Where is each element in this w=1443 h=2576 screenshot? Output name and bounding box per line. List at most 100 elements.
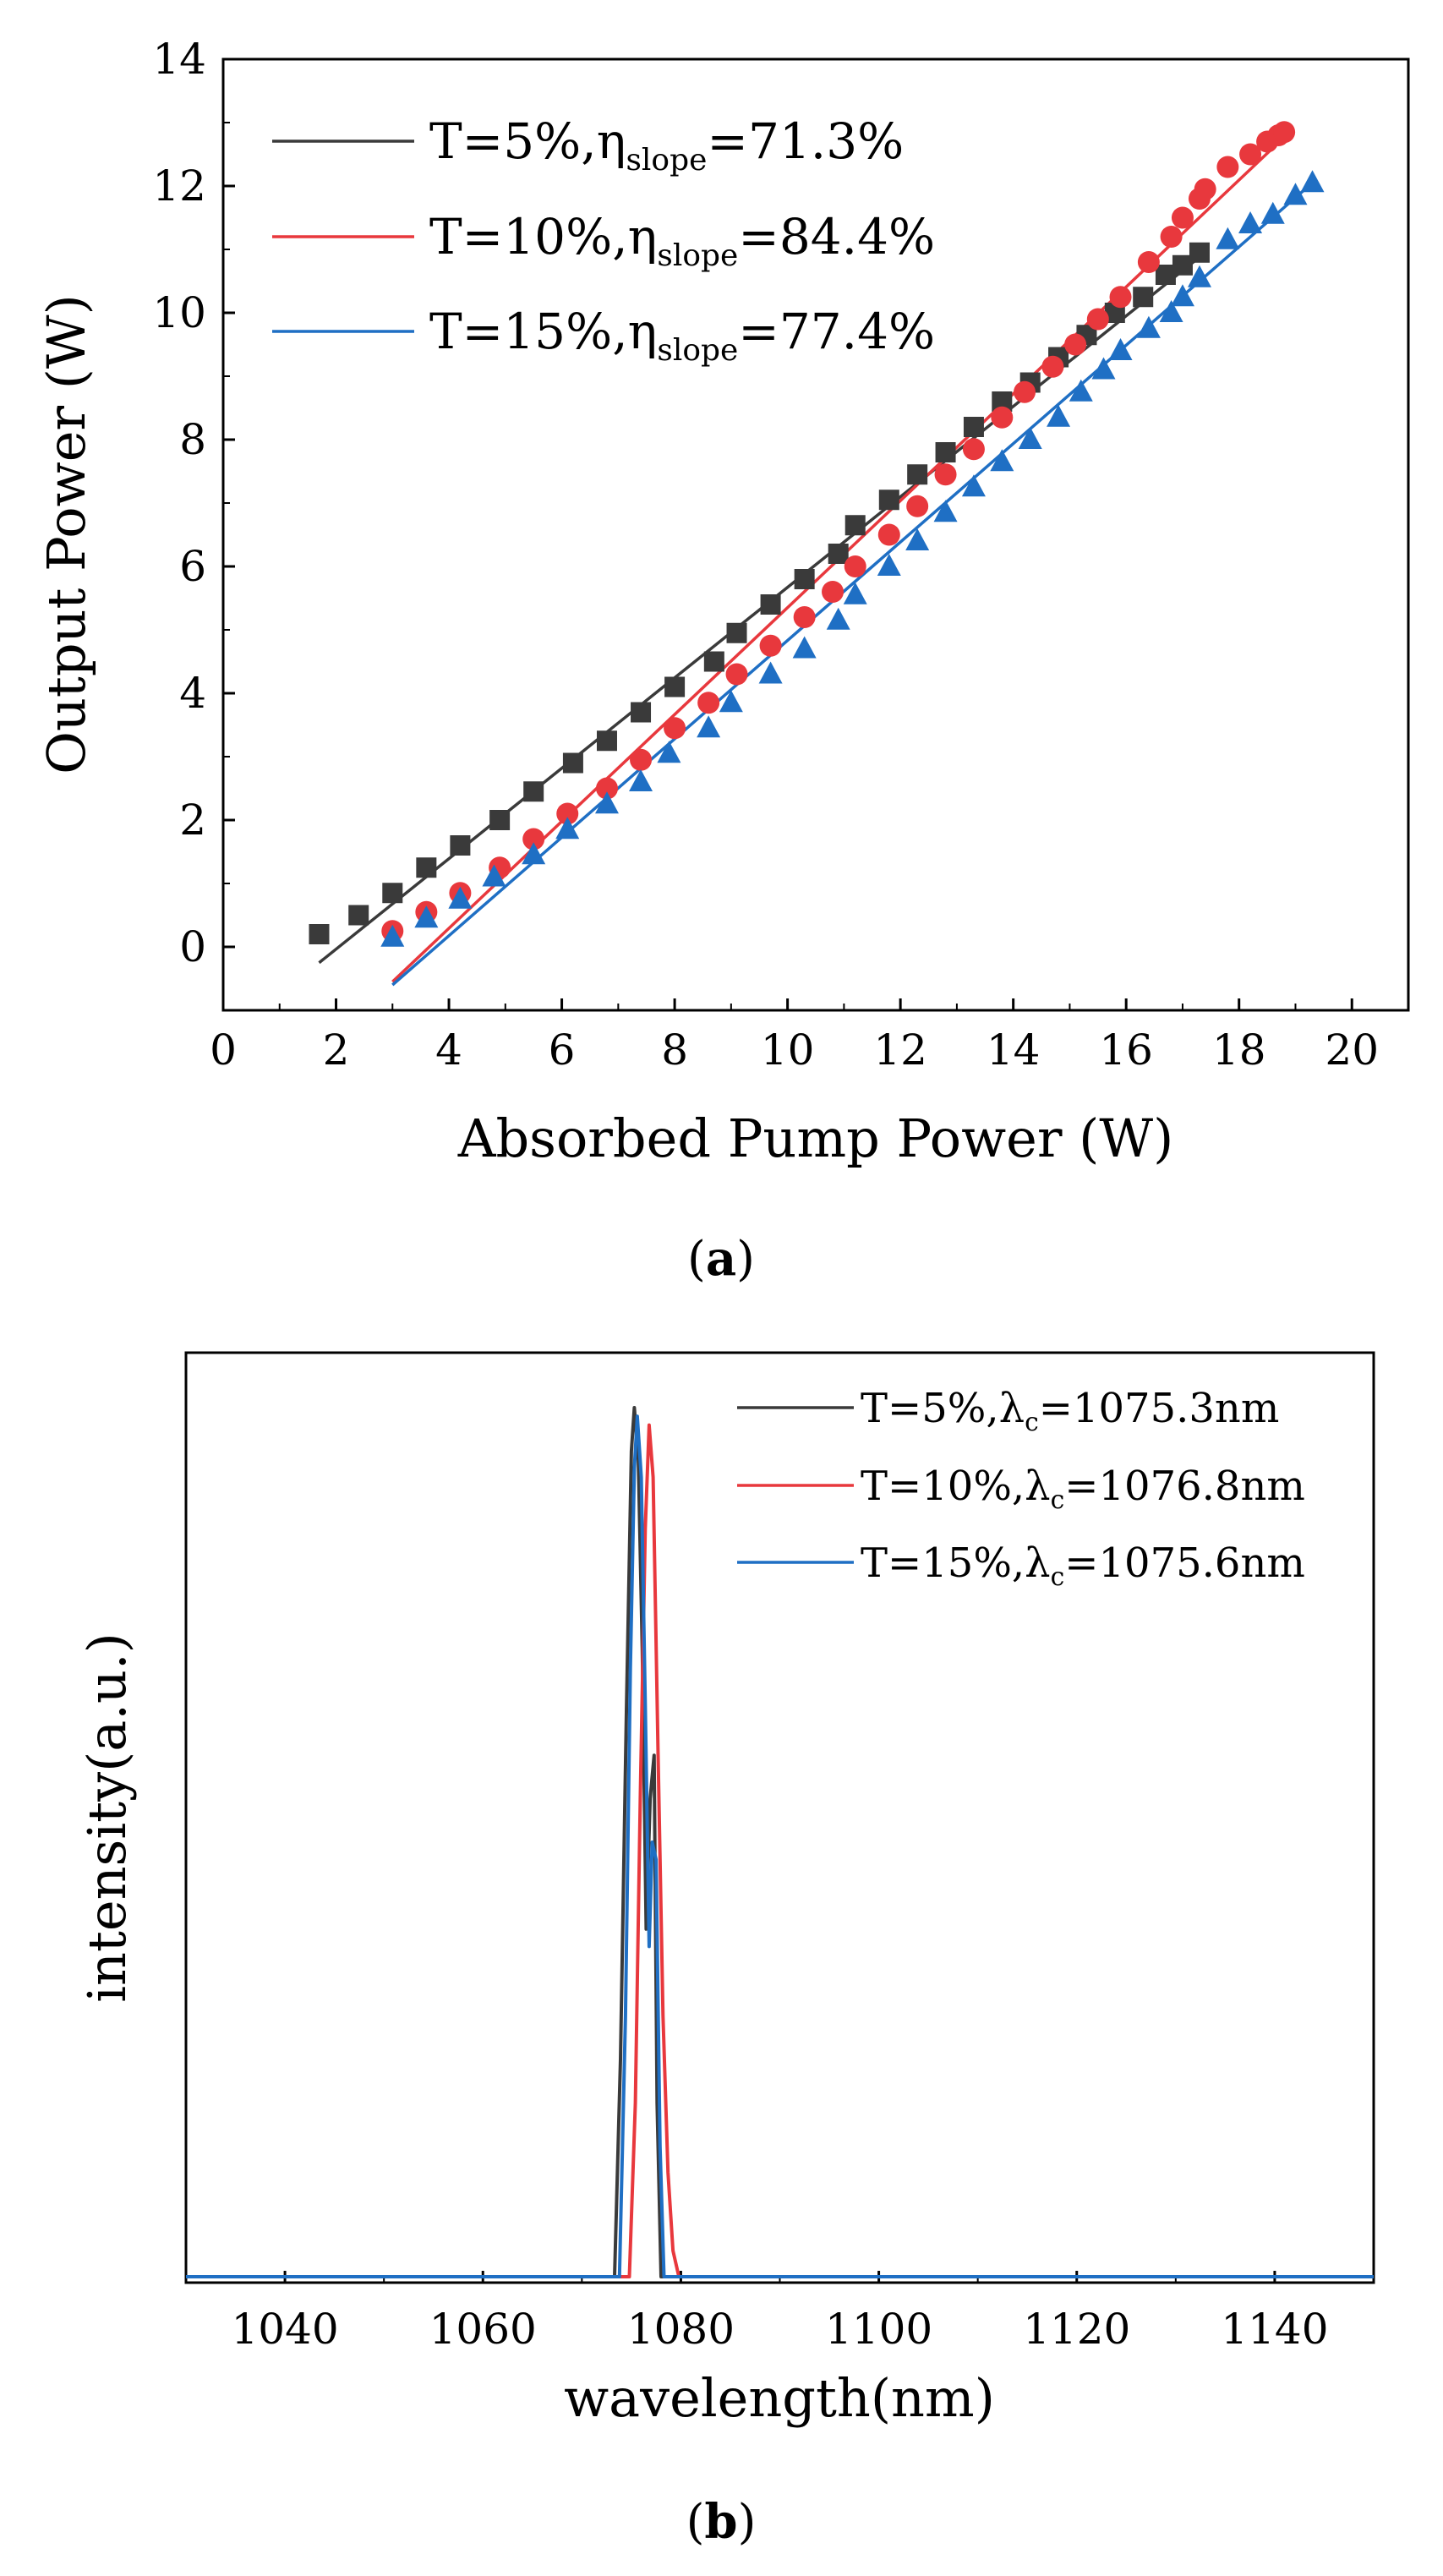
panel-a-legend-entry-2: T=10%,ηslope=84.4% <box>429 208 935 273</box>
panel-a-data-point-triangle <box>1187 265 1211 287</box>
legend-label-subscript: c <box>1025 1408 1039 1437</box>
panel-b-y-axis-label: intensity(a.u.) <box>76 1633 138 2003</box>
legend-label-value: =1076.8nm <box>1064 1463 1305 1510</box>
panel-b-x-tick-label: 1120 <box>1023 2305 1130 2354</box>
panel-a-data-point-square <box>828 544 849 564</box>
panel-b-x-tick-label: 1040 <box>231 2305 338 2354</box>
panel-a-data-point-triangle <box>657 741 681 763</box>
panel-b-caption-letter: b <box>704 2494 737 2550</box>
panel-b-caption: (b) <box>686 2494 757 2550</box>
panel-a-data-point-circle <box>595 777 618 800</box>
panel-a-y-tick-label: 8 <box>179 415 206 464</box>
legend-label-value: =1075.6nm <box>1064 1540 1305 1587</box>
panel-a-x-tick-label: 14 <box>987 1025 1041 1075</box>
panel-a-data-point-circle <box>1014 380 1036 403</box>
panel-b-x-tick-label: 1060 <box>429 2305 537 2354</box>
panel-a-data-point-triangle <box>594 791 619 814</box>
panel-b-legend-entry-3: T=15%,λc=1075.6nm <box>861 1540 1305 1592</box>
panel-a-data-point-triangle <box>1216 227 1240 249</box>
panel-a-data-point-circle <box>1137 251 1160 273</box>
panel-b-legend-entry-2: T=10%,λc=1076.8nm <box>861 1463 1305 1515</box>
panel-a-data-point-triangle <box>1136 315 1161 338</box>
panel-a-x-tick-label: 16 <box>1099 1025 1153 1075</box>
panel-a-data-point-triangle <box>555 817 580 840</box>
panel-a-data-point-triangle <box>1069 379 1093 402</box>
panel-b-x-tick-label: 1100 <box>825 2305 932 2354</box>
panel-a-data-point-square <box>1155 265 1176 285</box>
panel-a-data-point-circle <box>664 717 686 740</box>
panel-b-x-tick-label: 1080 <box>627 2305 735 2354</box>
panel-a-data-point-circle <box>1109 286 1132 309</box>
panel-a-data-point-square <box>416 857 437 878</box>
legend-label-text: T=10%,λ <box>861 1463 1051 1510</box>
panel-a-data-point-square <box>309 924 330 944</box>
panel-a-data-point-square <box>450 835 471 856</box>
panel-a-data-point-square <box>760 594 781 615</box>
panel-a-data-point-circle <box>1086 308 1109 331</box>
panel-a-caption: (a) <box>687 1231 755 1287</box>
panel-a-data-point-triangle <box>448 886 473 909</box>
panel-a-data-point-circle <box>991 406 1014 429</box>
panel-a-x-tick-label: 12 <box>873 1025 927 1075</box>
panel-a-data-point-square <box>562 752 583 774</box>
panel-a-data-point-square <box>726 622 747 643</box>
panel-a-x-tick-label: 10 <box>761 1025 815 1075</box>
legend-label-value: =1075.3nm <box>1039 1385 1280 1432</box>
panel-a-data-point-square <box>963 417 984 437</box>
panel-a-data-point-circle <box>822 581 844 603</box>
panel-a-data-point-circle <box>906 495 929 517</box>
panel-a-caption-letter: a <box>706 1231 736 1287</box>
panel-a-data-point-circle <box>1273 121 1296 144</box>
panel-a-data-point-circle <box>522 828 545 850</box>
panel-a-data-point-triangle <box>905 528 930 550</box>
legend-label-text: T=10%,η <box>429 208 657 265</box>
panel-a-data-point-square <box>935 442 956 462</box>
panel-a-data-point-triangle <box>1159 300 1183 322</box>
panel-a-data-point-circle <box>630 748 653 771</box>
panel-a-x-tick-label: 6 <box>549 1025 576 1075</box>
panel-a-data-point-square <box>794 569 815 589</box>
legend-label-value: =71.3% <box>707 112 904 170</box>
panel-a-data-point-triangle <box>1238 211 1263 233</box>
panel-b-x-tick-label: 1140 <box>1221 2305 1328 2354</box>
panel-a-data-point-square <box>703 651 724 672</box>
panel-a-data-point-circle <box>793 606 816 628</box>
panel-a-x-tick-label: 18 <box>1212 1025 1266 1075</box>
panel-a-x-tick-label: 8 <box>661 1025 688 1075</box>
panel-a-data-point-square <box>382 883 403 904</box>
panel-b-spectrum-line-3 <box>186 1414 1374 2278</box>
panel-a-data-point-square <box>631 702 652 723</box>
panel-a-x-tick-label: 4 <box>435 1025 462 1075</box>
legend-label-text: T=15%,λ <box>861 1540 1051 1587</box>
panel-b-spectrum-line-1 <box>186 1406 1374 2278</box>
panel-a-data-point-triangle <box>697 715 721 738</box>
panel-a-data-point-triangle <box>1260 201 1285 224</box>
panel-a-data-point-triangle <box>933 500 958 522</box>
panel-a-y-tick-label: 0 <box>179 922 206 971</box>
panel-a-y-tick-label: 6 <box>179 542 206 591</box>
panel-a-data-point-circle <box>725 663 748 686</box>
panel-a-data-point-circle <box>1064 333 1087 356</box>
legend-label-subscript: slope <box>657 238 738 273</box>
panel-a-legend-entry-1: T=5%,ηslope=71.3% <box>429 112 904 178</box>
panel-a-plot-frame <box>221 57 1410 1012</box>
panel-a-data-point-circle <box>934 463 957 486</box>
legend-label-subscript: c <box>1051 1562 1065 1592</box>
panel-a-data-point-square <box>1189 242 1210 263</box>
panel-a-data-point-circle <box>1041 355 1064 378</box>
panel-a-data-point-triangle <box>843 582 867 604</box>
panel-a-y-tick-label: 10 <box>152 288 206 337</box>
panel-b-chart: 1040 1060 1080 1100 1120 1140 T=5%,λc=1075.3n… <box>76 1351 1375 2550</box>
panel-a-data-point-circle <box>962 438 985 461</box>
panel-a-data-point-triangle <box>1283 183 1308 205</box>
panel-a-data-point-triangle <box>1018 427 1042 449</box>
panel-a-y-tick-label: 14 <box>152 35 206 84</box>
panel-a-y-axis-label: Output Power (W) <box>36 294 97 774</box>
panel-a-data-point-square <box>348 905 369 926</box>
panel-a-data-point-triangle <box>877 554 901 576</box>
panel-a-data-point-triangle <box>1170 284 1194 307</box>
panel-a-data-point-circle <box>1194 178 1216 200</box>
panel-a-x-axis-label: Absorbed Pump Power (W) <box>457 1108 1174 1169</box>
panel-a-x-tick-label: 2 <box>323 1025 350 1075</box>
